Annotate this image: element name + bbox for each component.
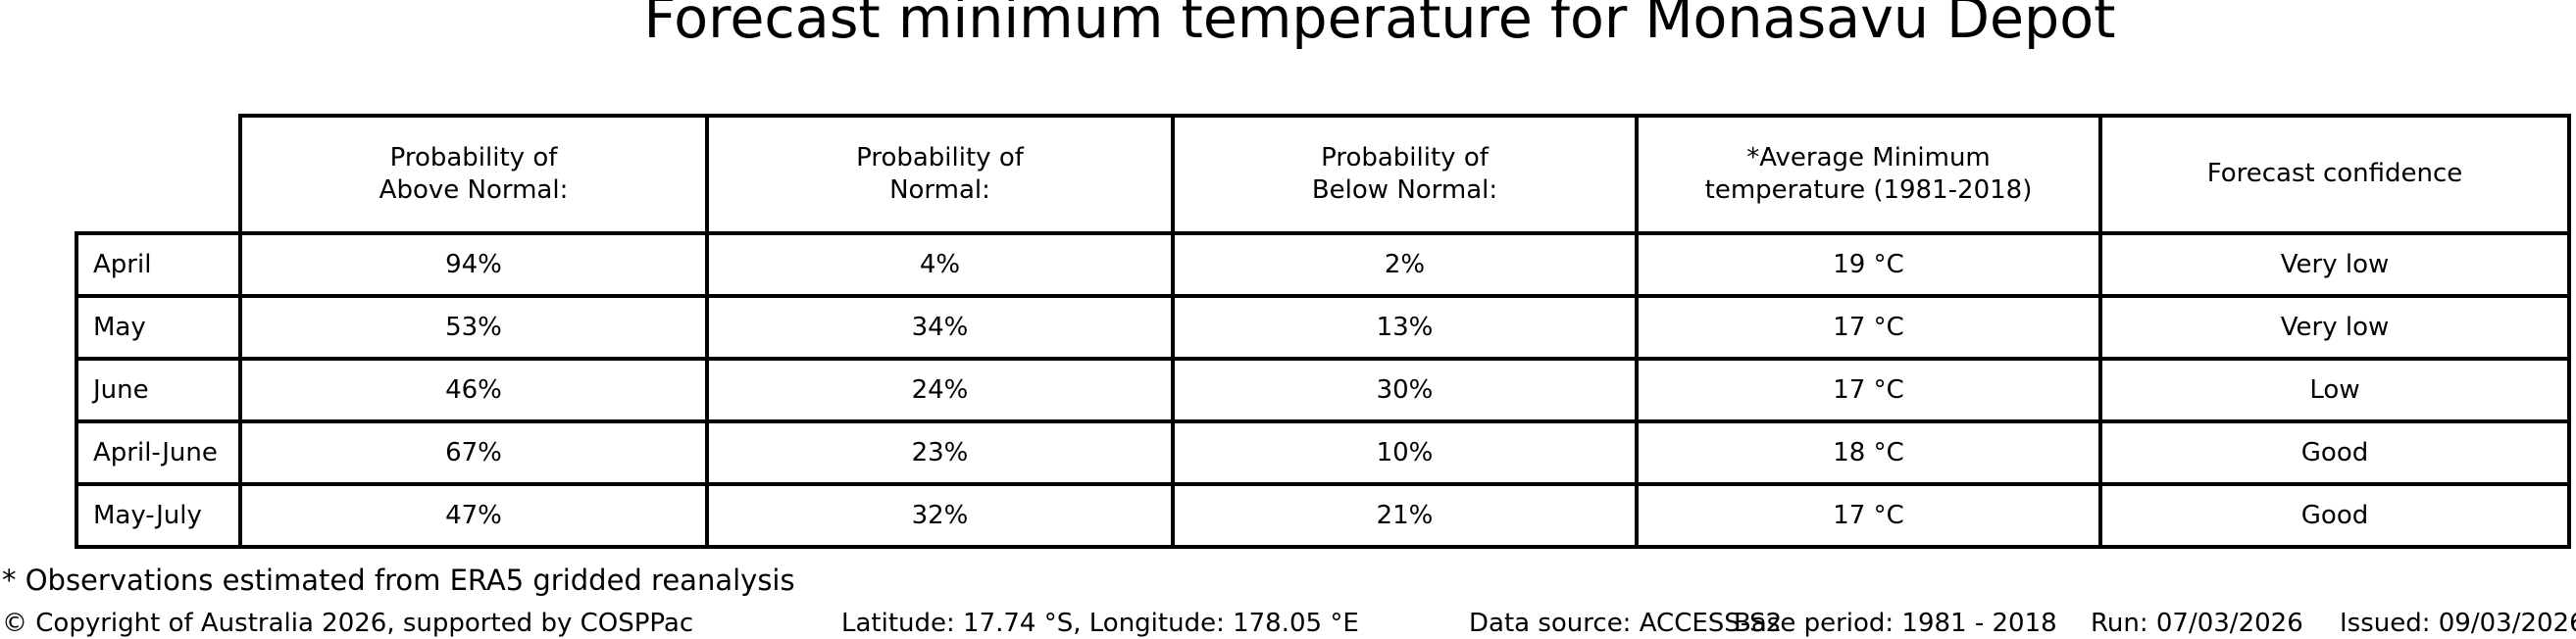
data-source-text: Data source: ACCESS-S2 <box>1469 609 1783 638</box>
table-cell: 2% <box>1171 231 1639 298</box>
table-cell: 18 °C <box>1635 419 2102 486</box>
forecast-table: Probability of Above Normal: Probability… <box>75 114 2571 549</box>
corner-cell <box>76 116 240 233</box>
table-cell: 17 °C <box>1635 357 2102 423</box>
table-cell: Very low <box>2098 294 2571 361</box>
table-cell: 10% <box>1171 419 1639 486</box>
table-cell: 46% <box>238 357 709 423</box>
table-header-row: Probability of Above Normal: Probability… <box>76 114 2571 235</box>
table-cell: Very low <box>2098 231 2571 298</box>
table-cell: 19 °C <box>1635 231 2102 298</box>
table-cell: 24% <box>705 357 1175 423</box>
table-cell: 23% <box>705 419 1175 486</box>
table-cell: Good <box>2098 419 2571 486</box>
col-header-above-normal: Probability of Above Normal: <box>238 114 709 235</box>
row-label: June <box>75 357 242 423</box>
table-cell: 4% <box>705 231 1175 298</box>
table-row-april: April 94% 4% 2% 19 °C Very low <box>75 231 2571 298</box>
issued-date-text: Issued: 09/03/2026 <box>2340 609 2576 638</box>
table-cell: 30% <box>1171 357 1639 423</box>
row-label: April <box>75 231 242 298</box>
table-cell: 21% <box>1171 482 1639 549</box>
row-label: May <box>75 294 242 361</box>
col-header-normal: Probability of Normal: <box>705 114 1175 235</box>
table-row-april-june: April-June 67% 23% 10% 18 °C Good <box>75 419 2571 486</box>
table-row-may-july: May-July 47% 32% 21% 17 °C Good <box>75 482 2571 549</box>
table-cell: 53% <box>238 294 709 361</box>
col-header-forecast-confidence: Forecast confidence <box>2098 114 2571 235</box>
table-cell: 13% <box>1171 294 1639 361</box>
run-date-text: Run: 07/03/2026 <box>2091 609 2303 638</box>
table-cell: 17 °C <box>1635 482 2102 549</box>
table-cell: Low <box>2098 357 2571 423</box>
coordinates-text: Latitude: 17.74 °S, Longitude: 178.05 °E <box>841 609 1359 638</box>
row-label: May-July <box>75 482 242 549</box>
base-period-text: Base period: 1981 - 2018 <box>1734 609 2057 638</box>
table-cell: 94% <box>238 231 709 298</box>
table-cell: 67% <box>238 419 709 486</box>
table-cell: 32% <box>705 482 1175 549</box>
footnote: * Observations estimated from ERA5 gridd… <box>2 564 795 597</box>
table-cell: 34% <box>705 294 1175 361</box>
row-label: April-June <box>75 419 242 486</box>
table-cell: 17 °C <box>1635 294 2102 361</box>
col-header-avg-min-temperature: *Average Minimum temperature (1981-2018) <box>1635 114 2102 235</box>
table-cell: 47% <box>238 482 709 549</box>
table-row-june: June 46% 24% 30% 17 °C Low <box>75 357 2571 423</box>
page-title: Forecast minimum temperature for Monasav… <box>643 0 2116 51</box>
copyright-text: © Copyright of Australia 2026, supported… <box>2 609 694 638</box>
table-row-may: May 53% 34% 13% 17 °C Very low <box>75 294 2571 361</box>
col-header-below-normal: Probability of Below Normal: <box>1171 114 1639 235</box>
table-cell: Good <box>2098 482 2571 549</box>
